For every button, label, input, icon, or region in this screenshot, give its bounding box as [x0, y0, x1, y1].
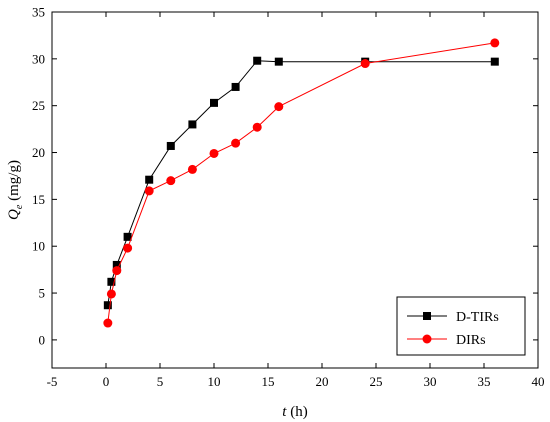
data-point-dirs: [123, 243, 133, 253]
y-tick-label: 35: [32, 5, 45, 20]
data-point-dirs: [144, 186, 154, 196]
data-point-d-tirs: [145, 175, 154, 184]
x-tick-label: 40: [532, 374, 545, 389]
x-tick-label: 10: [208, 374, 221, 389]
x-tick-label: 5: [157, 374, 164, 389]
data-point-dirs: [274, 102, 284, 112]
series-layer: [103, 38, 500, 328]
data-point-d-tirs: [166, 141, 175, 150]
x-tick-label: 30: [424, 374, 437, 389]
data-point-dirs: [360, 59, 370, 69]
y-tick-label: 20: [32, 145, 45, 160]
y-axis-title: Qe (mg/g): [6, 160, 25, 220]
data-point-dirs: [490, 38, 500, 48]
x-tick-label: 35: [478, 374, 491, 389]
data-point-dirs: [103, 318, 113, 328]
data-point-dirs: [231, 138, 241, 148]
data-point-dirs: [209, 148, 219, 158]
data-point-d-tirs: [107, 277, 116, 286]
x-tick-label: -5: [47, 374, 58, 389]
data-point-d-tirs: [231, 82, 240, 91]
data-point-dirs: [252, 122, 262, 132]
data-point-dirs: [187, 164, 197, 174]
x-tick-label: 25: [370, 374, 383, 389]
x-axis: -5 0 5 10 15 20 25 30 35 40: [47, 12, 545, 389]
plot-frame: [51, 11, 539, 369]
x-tick-label: 15: [262, 374, 275, 389]
data-point-dirs: [112, 266, 122, 276]
data-point-d-tirs: [210, 98, 218, 107]
data-point-d-tirs: [274, 57, 283, 66]
legend-marker-dtirs: [423, 312, 431, 320]
legend-box: [396, 296, 526, 356]
y-tick-label: 25: [32, 98, 45, 113]
data-point-d-tirs: [253, 56, 262, 65]
data-point-d-tirs: [103, 301, 112, 310]
data-point-dirs: [166, 176, 176, 186]
data-point-d-tirs: [123, 232, 132, 241]
y-tick-label: 5: [39, 286, 46, 301]
series-d-tirs: [103, 56, 499, 310]
data-point-dirs: [106, 289, 116, 299]
y-tick-label: 10: [32, 239, 45, 254]
y-tick-label: 15: [32, 192, 45, 207]
y-tick-label: 0: [39, 332, 46, 347]
x-tick-label: 20: [316, 374, 329, 389]
data-point-d-tirs: [490, 57, 499, 66]
series-dirs: [103, 38, 500, 328]
series-line-dirs: [107, 42, 495, 324]
y-axis: 0 5 10 15 20 25 30 35: [32, 5, 538, 347]
data-point-d-tirs: [112, 260, 121, 269]
legend-marker-dirs: [422, 334, 432, 344]
data-point-d-tirs: [188, 120, 197, 129]
x-tick-label: 0: [103, 374, 110, 389]
legend: D-TIRs DIRs: [396, 296, 526, 356]
y-tick-label: 30: [32, 51, 45, 66]
legend-label-dtirs: D-TIRs: [456, 310, 499, 325]
legend-label-dirs: DIRs: [456, 333, 486, 348]
x-axis-title: t (h): [282, 404, 307, 420]
